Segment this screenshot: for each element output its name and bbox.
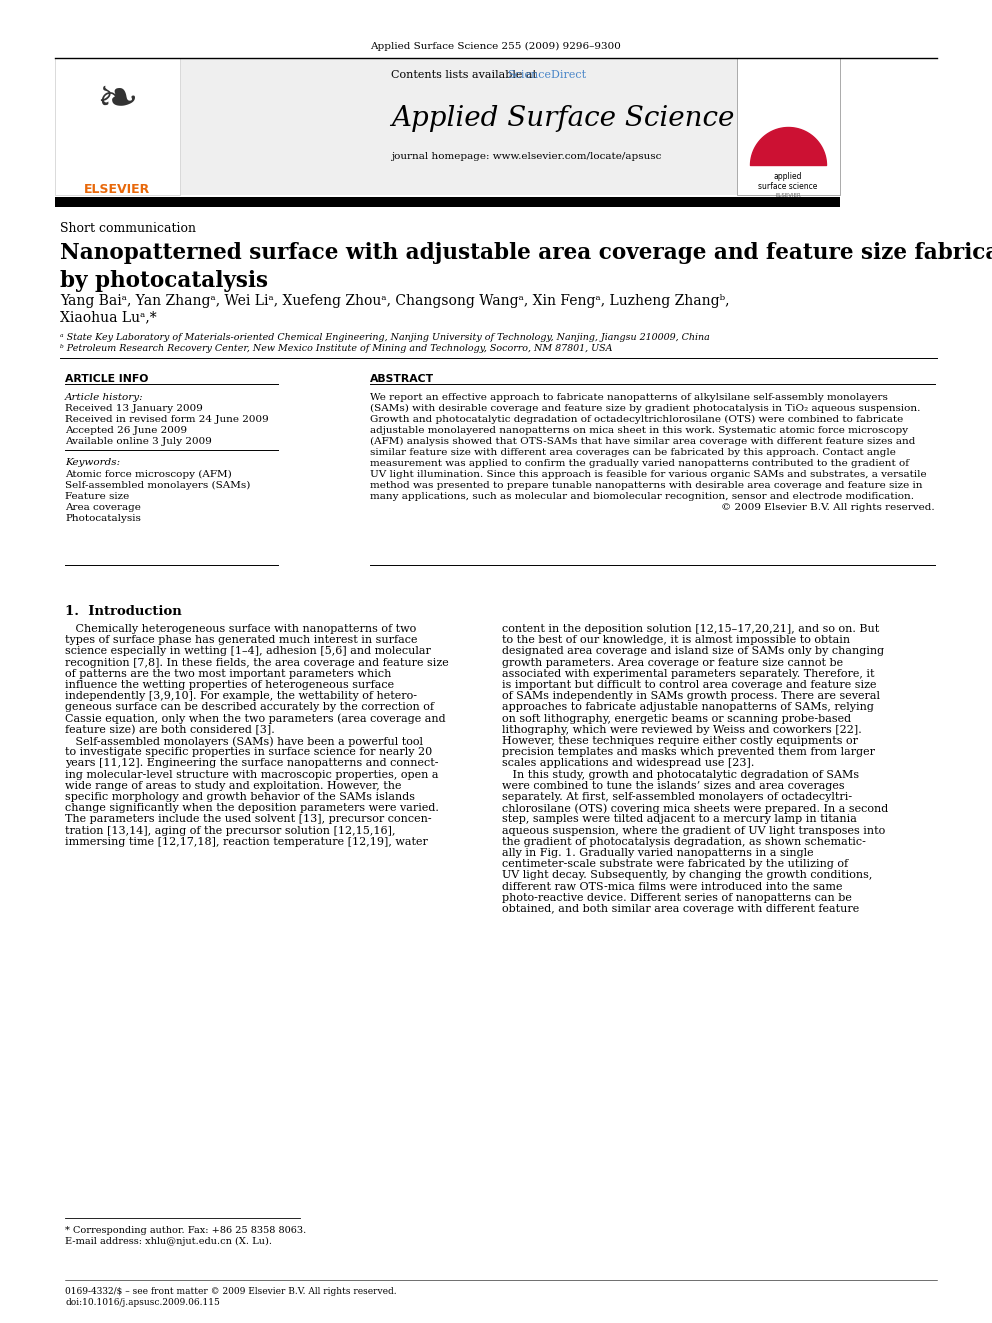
Text: designated area coverage and island size of SAMs only by changing: designated area coverage and island size… [502, 647, 884, 656]
Text: measurement was applied to confirm the gradually varied nanopatterns contributed: measurement was applied to confirm the g… [370, 459, 909, 468]
Text: ELSEVIER: ELSEVIER [775, 193, 801, 198]
FancyBboxPatch shape [55, 58, 180, 194]
Text: lithography, which were reviewed by Weiss and coworkers [22].: lithography, which were reviewed by Weis… [502, 725, 862, 734]
Text: types of surface phase has generated much interest in surface: types of surface phase has generated muc… [65, 635, 418, 646]
Text: Xiaohua Luᵃ,*: Xiaohua Luᵃ,* [60, 310, 157, 324]
Text: ELSEVIER: ELSEVIER [84, 183, 150, 196]
Text: ally in Fig. 1. Gradually varied nanopatterns in a single: ally in Fig. 1. Gradually varied nanopat… [502, 848, 813, 859]
Text: science especially in wetting [1–4], adhesion [5,6] and molecular: science especially in wetting [1–4], adh… [65, 647, 431, 656]
Text: specific morphology and growth behavior of the SAMs islands: specific morphology and growth behavior … [65, 792, 415, 802]
Text: ABSTRACT: ABSTRACT [370, 374, 434, 384]
FancyBboxPatch shape [737, 58, 840, 194]
Text: Cassie equation, only when the two parameters (area coverage and: Cassie equation, only when the two param… [65, 713, 445, 724]
Text: Self-assembled monolayers (SAMs): Self-assembled monolayers (SAMs) [65, 482, 250, 490]
Text: photo-reactive device. Different series of nanopatterns can be: photo-reactive device. Different series … [502, 893, 852, 902]
Text: Article history:: Article history: [65, 393, 144, 402]
Text: (AFM) analysis showed that OTS-SAMs that have similar area coverage with differe: (AFM) analysis showed that OTS-SAMs that… [370, 437, 916, 446]
Text: chlorosilane (OTS) covering mica sheets were prepared. In a second: chlorosilane (OTS) covering mica sheets … [502, 803, 888, 814]
Text: influence the wetting properties of heterogeneous surface: influence the wetting properties of hete… [65, 680, 394, 691]
Text: precision templates and masks which prevented them from larger: precision templates and masks which prev… [502, 747, 875, 757]
Text: to investigate specific properties in surface science for nearly 20: to investigate specific properties in su… [65, 747, 433, 757]
Text: Accepted 26 June 2009: Accepted 26 June 2009 [65, 426, 187, 435]
Text: feature size) are both considered [3].: feature size) are both considered [3]. [65, 725, 275, 736]
Text: is important but difficult to control area coverage and feature size: is important but difficult to control ar… [502, 680, 877, 691]
Text: wide range of areas to study and exploitation. However, the: wide range of areas to study and exploit… [65, 781, 402, 791]
Text: geneous surface can be described accurately by the correction of: geneous surface can be described accurat… [65, 703, 434, 712]
Text: obtained, and both similar area coverage with different feature: obtained, and both similar area coverage… [502, 904, 859, 914]
Text: The parameters include the used solvent [13], precursor concen-: The parameters include the used solvent … [65, 815, 432, 824]
Text: separately. At first, self-assembled monolayers of octadecyltri-: separately. At first, self-assembled mon… [502, 792, 852, 802]
Text: Growth and photocatalytic degradation of octadecyltrichlorosilane (OTS) were com: Growth and photocatalytic degradation of… [370, 415, 904, 425]
Text: aqueous suspension, where the gradient of UV light transposes into: aqueous suspension, where the gradient o… [502, 826, 885, 836]
Text: Short communication: Short communication [60, 222, 196, 235]
Text: years [11,12]. Engineering the surface nanopatterns and connect-: years [11,12]. Engineering the surface n… [65, 758, 438, 769]
Text: to the best of our knowledge, it is almost impossible to obtain: to the best of our knowledge, it is almo… [502, 635, 850, 646]
Text: journal homepage: www.elsevier.com/locate/apsusc: journal homepage: www.elsevier.com/locat… [391, 152, 662, 161]
Text: However, these techniques require either costly equipments or: However, these techniques require either… [502, 736, 858, 746]
Text: (SAMs) with desirable coverage and feature size by gradient photocatalysis in Ti: (SAMs) with desirable coverage and featu… [370, 404, 921, 413]
Text: Feature size: Feature size [65, 492, 129, 501]
Text: UV light decay. Subsequently, by changing the growth conditions,: UV light decay. Subsequently, by changin… [502, 871, 872, 880]
Text: Received in revised form 24 June 2009: Received in revised form 24 June 2009 [65, 415, 269, 423]
Text: applied
surface science: applied surface science [758, 172, 817, 192]
Text: centimeter-scale substrate were fabricated by the utilizing of: centimeter-scale substrate were fabricat… [502, 859, 848, 869]
Text: Available online 3 July 2009: Available online 3 July 2009 [65, 437, 212, 446]
Text: ᵇ Petroleum Research Recovery Center, New Mexico Institute of Mining and Technol: ᵇ Petroleum Research Recovery Center, Ne… [60, 344, 612, 353]
Text: UV light illumination. Since this approach is feasible for various organic SAMs : UV light illumination. Since this approa… [370, 470, 927, 479]
Text: 0169-4332/$ – see front matter © 2009 Elsevier B.V. All rights reserved.: 0169-4332/$ – see front matter © 2009 El… [65, 1287, 397, 1297]
Text: different raw OTS-mica films were introduced into the same: different raw OTS-mica films were introd… [502, 881, 842, 892]
Text: Applied Surface Science 255 (2009) 9296–9300: Applied Surface Science 255 (2009) 9296–… [371, 42, 621, 52]
Text: ing molecular-level structure with macroscopic properties, open a: ing molecular-level structure with macro… [65, 770, 438, 779]
Text: © 2009 Elsevier B.V. All rights reserved.: © 2009 Elsevier B.V. All rights reserved… [721, 503, 935, 512]
Text: Contents lists available at: Contents lists available at [391, 70, 541, 79]
Text: We report an effective approach to fabricate nanopatterns of alkylsilane self-as: We report an effective approach to fabri… [370, 393, 888, 402]
Text: independently [3,9,10]. For example, the wettability of hetero-: independently [3,9,10]. For example, the… [65, 691, 417, 701]
Text: ❧: ❧ [96, 75, 138, 124]
Text: Applied Surface Science: Applied Surface Science [391, 105, 734, 132]
Text: scales applications and widespread use [23].: scales applications and widespread use [… [502, 758, 754, 769]
Text: growth parameters. Area coverage or feature size cannot be: growth parameters. Area coverage or feat… [502, 658, 843, 668]
Text: doi:10.1016/j.apsusc.2009.06.115: doi:10.1016/j.apsusc.2009.06.115 [65, 1298, 220, 1307]
FancyBboxPatch shape [180, 58, 737, 194]
Text: the gradient of photocatalysis degradation, as shown schematic-: the gradient of photocatalysis degradati… [502, 837, 866, 847]
Text: step, samples were tilted adjacent to a mercury lamp in titania: step, samples were tilted adjacent to a … [502, 815, 857, 824]
Text: ScienceDirect: ScienceDirect [507, 70, 586, 79]
Text: * Corresponding author. Fax: +86 25 8358 8063.: * Corresponding author. Fax: +86 25 8358… [65, 1226, 307, 1234]
Text: of SAMs independently in SAMs growth process. There are several: of SAMs independently in SAMs growth pro… [502, 691, 880, 701]
Text: Received 13 January 2009: Received 13 January 2009 [65, 404, 203, 413]
Text: tration [13,14], aging of the precursor solution [12,15,16],: tration [13,14], aging of the precursor … [65, 826, 396, 836]
Text: Yang Baiᵃ, Yan Zhangᵃ, Wei Liᵃ, Xuefeng Zhouᵃ, Changsong Wangᵃ, Xin Fengᵃ, Luzhe: Yang Baiᵃ, Yan Zhangᵃ, Wei Liᵃ, Xuefeng … [60, 294, 729, 308]
Text: Self-assembled monolayers (SAMs) have been a powerful tool: Self-assembled monolayers (SAMs) have be… [65, 736, 423, 746]
Text: In this study, growth and photocatalytic degradation of SAMs: In this study, growth and photocatalytic… [502, 770, 859, 779]
Text: adjustable monolayered nanopatterns on mica sheet in this work. Systematic atomi: adjustable monolayered nanopatterns on m… [370, 426, 908, 435]
Text: ARTICLE INFO: ARTICLE INFO [65, 374, 149, 384]
Text: many applications, such as molecular and biomolecular recognition, sensor and el: many applications, such as molecular and… [370, 492, 914, 501]
Text: method was presented to prepare tunable nanopatterns with desirable area coverag: method was presented to prepare tunable … [370, 482, 923, 490]
Text: approaches to fabricate adjustable nanopatterns of SAMs, relying: approaches to fabricate adjustable nanop… [502, 703, 874, 712]
Text: recognition [7,8]. In these fields, the area coverage and feature size: recognition [7,8]. In these fields, the … [65, 658, 448, 668]
Text: Keywords:: Keywords: [65, 458, 120, 467]
Text: were combined to tune the islands’ sizes and area coverages: were combined to tune the islands’ sizes… [502, 781, 844, 791]
Text: similar feature size with different area coverages can be fabricated by this app: similar feature size with different area… [370, 448, 896, 456]
Text: Nanopatterned surface with adjustable area coverage and feature size fabricated
: Nanopatterned surface with adjustable ar… [60, 242, 992, 292]
Text: of patterns are the two most important parameters which: of patterns are the two most important p… [65, 669, 392, 679]
Text: on soft lithography, energetic beams or scanning probe-based: on soft lithography, energetic beams or … [502, 713, 851, 724]
Text: Photocatalysis: Photocatalysis [65, 515, 141, 523]
Text: immersing time [12,17,18], reaction temperature [12,19], water: immersing time [12,17,18], reaction temp… [65, 837, 428, 847]
Text: Chemically heterogeneous surface with nanopatterns of two: Chemically heterogeneous surface with na… [65, 624, 417, 634]
Text: Atomic force microscopy (AFM): Atomic force microscopy (AFM) [65, 470, 232, 479]
Text: E-mail address: xhlu@njut.edu.cn (X. Lu).: E-mail address: xhlu@njut.edu.cn (X. Lu)… [65, 1237, 272, 1246]
Text: 1.  Introduction: 1. Introduction [65, 605, 182, 618]
FancyBboxPatch shape [55, 197, 840, 206]
Text: content in the deposition solution [12,15–17,20,21], and so on. But: content in the deposition solution [12,1… [502, 624, 879, 634]
Text: ᵃ State Key Laboratory of Materials-oriented Chemical Engineering, Nanjing Unive: ᵃ State Key Laboratory of Materials-orie… [60, 333, 709, 343]
Text: change significantly when the deposition parameters were varied.: change significantly when the deposition… [65, 803, 438, 814]
Text: associated with experimental parameters separately. Therefore, it: associated with experimental parameters … [502, 669, 875, 679]
Text: Area coverage: Area coverage [65, 503, 141, 512]
